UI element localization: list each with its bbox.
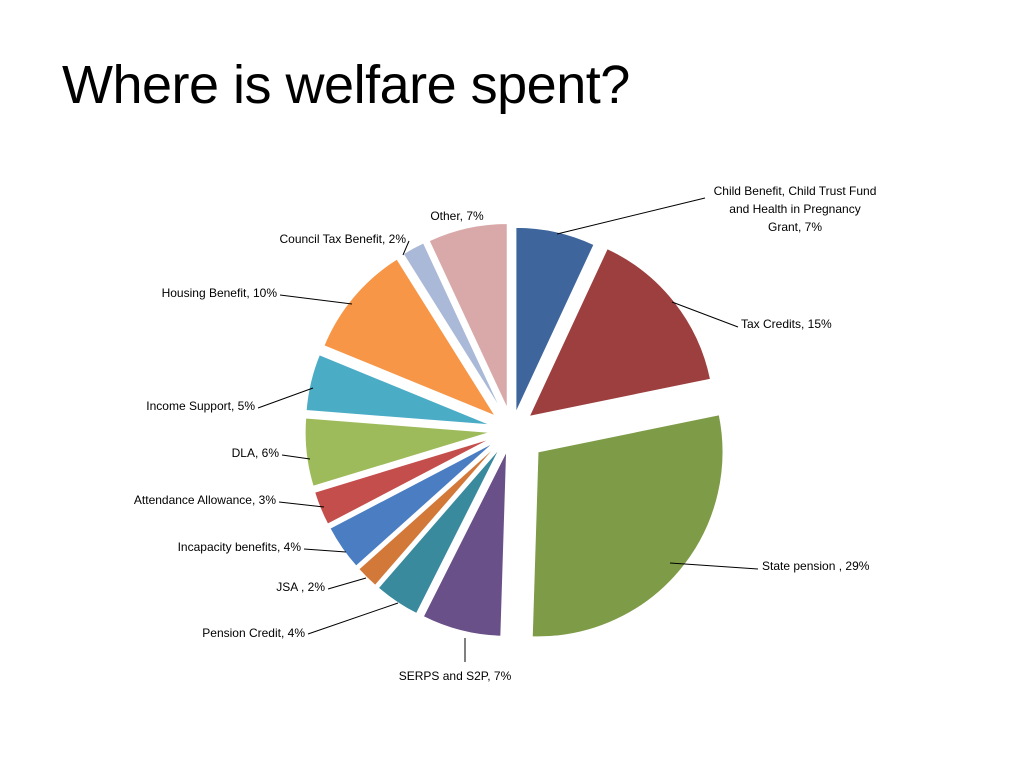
- pie-slice-attendance-allowance: [314, 437, 492, 525]
- data-label-line: Other, 7%: [430, 209, 484, 223]
- data-label-tax-credits: Tax Credits, 15%: [741, 317, 832, 331]
- leader-line-pension-credit: [307, 602, 399, 635]
- pie-slice-child-benefit-child-trust-fund-and-health-in-pregnancy-grant: [515, 226, 595, 413]
- data-label-line: and Health in Pregnancy: [729, 202, 860, 216]
- leader-line-jsa: [327, 577, 367, 590]
- data-label-council-tax-benefit: Council Tax Benefit, 2%: [279, 232, 406, 246]
- data-label-line: Pension Credit, 4%: [202, 626, 305, 640]
- data-label-line: Housing Benefit, 10%: [162, 286, 278, 300]
- pie-slice-incapacity-benefits: [329, 442, 495, 567]
- leader-line-tax-credits: [671, 301, 739, 328]
- data-label-state-pension: State pension , 29%: [762, 559, 870, 573]
- data-label-incapacity-benefits: Incapacity benefits, 4%: [178, 540, 302, 554]
- pie-slice-serps-and-s2p: [422, 451, 508, 637]
- leader-line-child-benefit-child-trust-fund-and-health-in-pregnancy-grant: [556, 197, 706, 235]
- slide-title: Where is welfare spent?: [62, 55, 630, 115]
- data-labels: Child Benefit, Child Trust Fund and Healt…: [134, 184, 876, 683]
- pie-slice-pension-credit: [377, 447, 501, 615]
- data-label-line: SERPS and S2P, 7%: [399, 669, 512, 683]
- pie-slice-tax-credits: [528, 247, 712, 418]
- data-label-line: Council Tax Benefit, 2%: [279, 232, 406, 246]
- data-label-housing-benefit: Housing Benefit, 10%: [162, 286, 278, 300]
- data-label-line: JSA , 2%: [276, 580, 325, 594]
- data-label-line: Attendance Allowance, 3%: [134, 493, 276, 507]
- leader-line-income-support: [257, 387, 314, 409]
- data-label-line: State pension , 29%: [762, 559, 870, 573]
- pie-slice-income-support: [305, 354, 491, 426]
- leader-lines: [257, 197, 759, 662]
- pie-slice-housing-benefit: [323, 258, 497, 417]
- data-label-jsa: JSA , 2%: [276, 580, 325, 594]
- pie-slice-state-pension: [531, 414, 724, 638]
- data-label-pension-credit: Pension Credit, 4%: [202, 626, 305, 640]
- data-label-child-benefit-child-trust-fund-and-health-in-pregnancy-grant: Child Benefit, Child Trust Fund and Healt…: [714, 184, 877, 234]
- data-label-line: Income Support, 5%: [146, 399, 255, 413]
- data-label-income-support: Income Support, 5%: [146, 399, 255, 413]
- leader-line-housing-benefit: [279, 294, 353, 305]
- leader-line-council-tax-benefit: [402, 240, 410, 256]
- data-label-line: Tax Credits, 15%: [741, 317, 832, 331]
- pie-slice-jsa: [358, 445, 497, 587]
- data-label-dla: DLA, 6%: [232, 446, 280, 460]
- pie-slice-dla: [304, 417, 491, 487]
- leader-line-dla: [281, 454, 311, 460]
- data-label-line: DLA, 6%: [232, 446, 280, 460]
- data-label-line: Child Benefit, Child Trust Fund: [714, 184, 877, 198]
- leader-line-state-pension: [669, 562, 759, 570]
- data-label-other: Other, 7%: [430, 209, 484, 223]
- data-label-serps-and-s2p: SERPS and S2P, 7%: [399, 669, 512, 683]
- data-label-attendance-allowance: Attendance Allowance, 3%: [134, 493, 276, 507]
- leader-line-incapacity-benefits: [303, 548, 347, 553]
- pie-slices: [304, 223, 724, 638]
- leader-line-attendance-allowance: [278, 501, 325, 508]
- data-label-line: Incapacity benefits, 4%: [178, 540, 302, 554]
- data-label-line: Grant, 7%: [768, 220, 822, 234]
- pie-slice-other: [428, 223, 508, 409]
